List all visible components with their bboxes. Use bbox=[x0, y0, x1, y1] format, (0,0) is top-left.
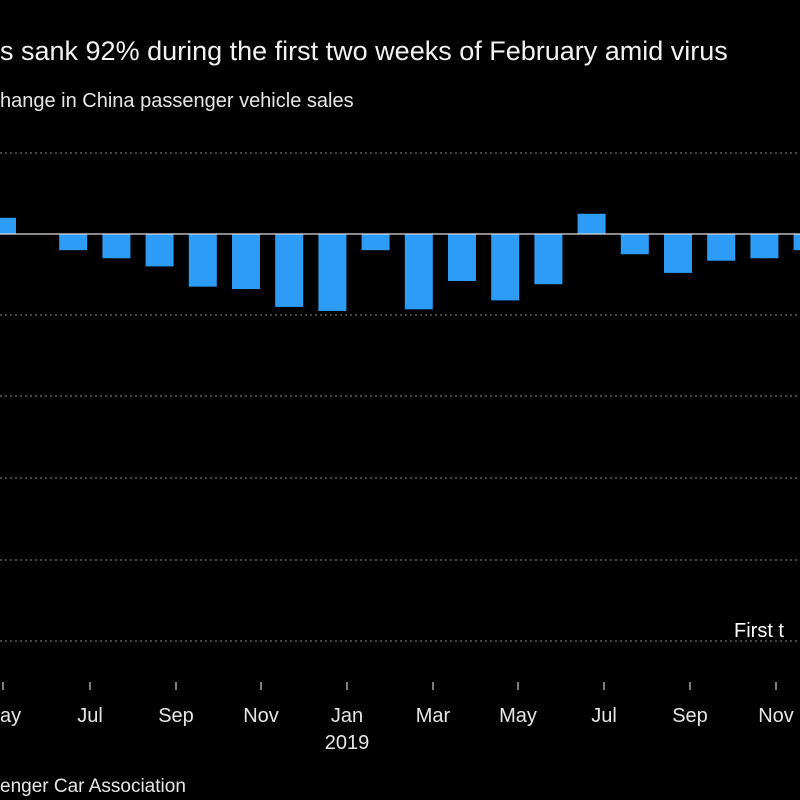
x-tick-label: Nov bbox=[758, 705, 794, 727]
x-tick-label: Sep bbox=[672, 705, 708, 727]
gridlines bbox=[0, 152, 800, 642]
bar bbox=[361, 234, 390, 251]
chart-subtitle: hange in China passenger vehicle sales bbox=[0, 90, 354, 112]
x-tick-label: ay bbox=[0, 705, 21, 727]
x-tick-label: Mar bbox=[416, 705, 451, 727]
bar bbox=[664, 234, 692, 273]
x-tick-label: Jul bbox=[77, 705, 103, 727]
bar bbox=[232, 234, 260, 290]
bar bbox=[707, 234, 736, 261]
x-year-label: 2019 bbox=[325, 732, 370, 754]
x-tick-label: Jan bbox=[331, 705, 363, 727]
bar bbox=[188, 234, 217, 287]
bar bbox=[59, 234, 88, 251]
bar bbox=[318, 234, 347, 311]
x-axis: ay Jul Sep Nov Jan Mar May Jul Sep Nov 2019 bbox=[0, 682, 794, 754]
bar bbox=[620, 234, 649, 255]
source-note: enger Car Association bbox=[0, 776, 186, 797]
bar bbox=[534, 234, 563, 285]
bar bbox=[448, 234, 476, 281]
bar-series bbox=[0, 213, 800, 311]
bar bbox=[102, 234, 131, 259]
x-tick-label: Sep bbox=[158, 705, 194, 727]
chart-title: s sank 92% during the first two weeks of… bbox=[0, 36, 728, 66]
bar bbox=[491, 234, 520, 301]
bar bbox=[145, 234, 174, 267]
bar bbox=[793, 234, 800, 251]
bar bbox=[275, 234, 304, 307]
bar bbox=[0, 217, 16, 234]
x-tick-label: Nov bbox=[243, 705, 279, 727]
annotation-label: First t bbox=[734, 620, 784, 642]
bar bbox=[404, 234, 433, 310]
bar bbox=[577, 213, 606, 234]
x-tick-label: May bbox=[499, 705, 537, 727]
bar-chart: ay Jul Sep Nov Jan Mar May Jul Sep Nov 2019 First … bbox=[0, 152, 800, 754]
bar bbox=[750, 234, 779, 259]
x-tick-label: Jul bbox=[591, 705, 617, 727]
